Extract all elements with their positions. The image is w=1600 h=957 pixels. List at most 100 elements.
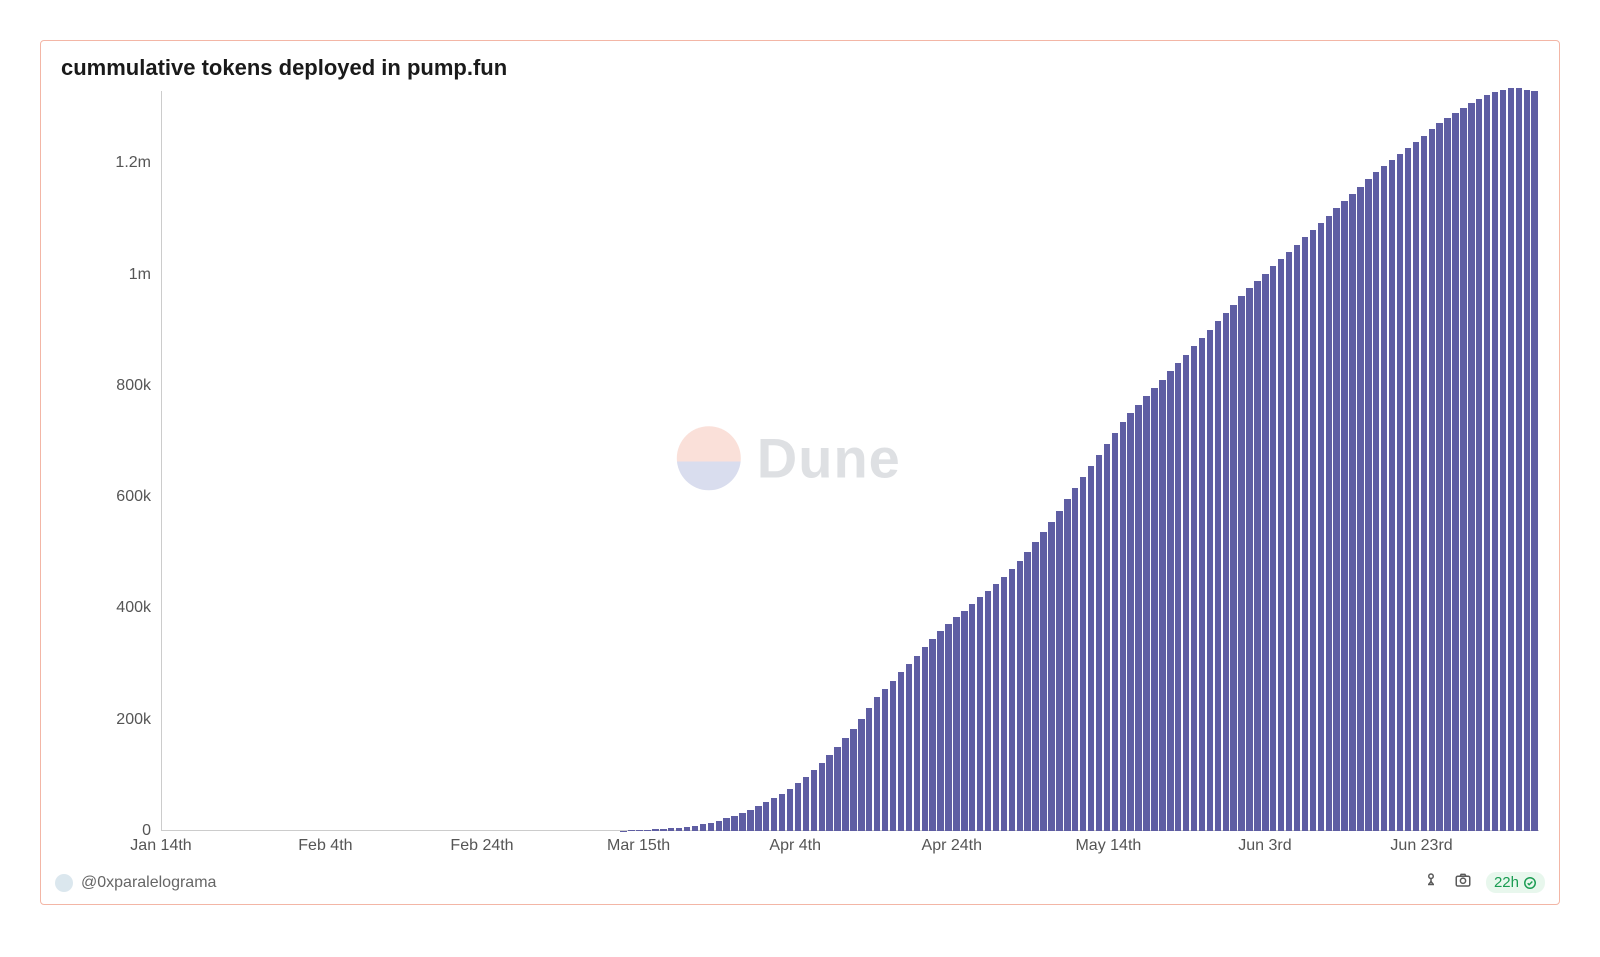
bar[interactable]: [1040, 532, 1046, 831]
bar[interactable]: [1183, 355, 1189, 831]
bar[interactable]: [787, 789, 793, 831]
bar[interactable]: [826, 755, 832, 831]
bar[interactable]: [1278, 259, 1284, 831]
bar[interactable]: [1056, 511, 1062, 831]
bar[interactable]: [945, 624, 951, 831]
bar[interactable]: [1104, 444, 1110, 831]
bar[interactable]: [1397, 154, 1403, 831]
bar[interactable]: [977, 597, 983, 831]
bar[interactable]: [819, 763, 825, 831]
bar[interactable]: [890, 681, 896, 831]
bar[interactable]: [1357, 187, 1363, 831]
bar[interactable]: [1254, 281, 1260, 831]
bar[interactable]: [898, 672, 904, 831]
bar[interactable]: [1120, 422, 1126, 832]
bar[interactable]: [1017, 561, 1023, 831]
bar[interactable]: [684, 827, 690, 831]
bar[interactable]: [1413, 142, 1419, 831]
bar[interactable]: [644, 830, 650, 831]
bar[interactable]: [660, 829, 666, 831]
bar[interactable]: [1531, 91, 1537, 831]
bar[interactable]: [1460, 108, 1466, 831]
bar[interactable]: [1064, 499, 1070, 831]
bar[interactable]: [1001, 577, 1007, 831]
bar[interactable]: [1302, 237, 1308, 831]
bar[interactable]: [803, 777, 809, 831]
bar[interactable]: [985, 591, 991, 831]
bar[interactable]: [1048, 522, 1054, 831]
bar[interactable]: [1421, 136, 1427, 831]
bar[interactable]: [747, 810, 753, 831]
bar[interactable]: [1159, 380, 1165, 831]
bar[interactable]: [1389, 160, 1395, 831]
bar[interactable]: [1524, 90, 1530, 831]
bar[interactable]: [834, 747, 840, 831]
bar[interactable]: [993, 584, 999, 831]
bar[interactable]: [1286, 252, 1292, 831]
bar[interactable]: [1024, 552, 1030, 831]
author-block[interactable]: @0xparalelograma: [55, 874, 216, 892]
bar[interactable]: [755, 806, 761, 831]
bar[interactable]: [1127, 413, 1133, 831]
bar[interactable]: [1032, 542, 1038, 831]
bar[interactable]: [1143, 396, 1149, 831]
bar[interactable]: [1207, 330, 1213, 831]
bar[interactable]: [1365, 179, 1371, 831]
bar[interactable]: [1373, 172, 1379, 831]
bar[interactable]: [1270, 266, 1276, 831]
bar[interactable]: [779, 794, 785, 831]
bar[interactable]: [1246, 288, 1252, 831]
bar[interactable]: [929, 639, 935, 831]
bar[interactable]: [795, 783, 801, 831]
bar[interactable]: [1326, 216, 1332, 831]
bar[interactable]: [676, 828, 682, 831]
bar[interactable]: [1436, 123, 1442, 831]
bar[interactable]: [1405, 148, 1411, 831]
bar[interactable]: [723, 818, 729, 831]
bar[interactable]: [811, 770, 817, 831]
bar[interactable]: [922, 647, 928, 831]
bar[interactable]: [652, 829, 658, 831]
bar[interactable]: [1238, 296, 1244, 831]
bar[interactable]: [1135, 405, 1141, 831]
bar[interactable]: [866, 708, 872, 831]
bar[interactable]: [692, 826, 698, 831]
bar[interactable]: [961, 611, 967, 831]
bar[interactable]: [1151, 388, 1157, 831]
bar[interactable]: [1381, 166, 1387, 831]
bar[interactable]: [1429, 129, 1435, 831]
bar[interactable]: [668, 828, 674, 831]
bar[interactable]: [771, 798, 777, 831]
bar[interactable]: [842, 738, 848, 831]
bar[interactable]: [628, 830, 634, 831]
bar[interactable]: [708, 823, 714, 831]
bar[interactable]: [1072, 488, 1078, 831]
bar[interactable]: [858, 719, 864, 831]
adjust-icon[interactable]: [1422, 871, 1440, 894]
bar[interactable]: [969, 604, 975, 831]
refresh-status-pill[interactable]: 22h: [1486, 872, 1545, 893]
bar[interactable]: [1009, 569, 1015, 831]
bar[interactable]: [1492, 92, 1498, 831]
bar[interactable]: [937, 631, 943, 831]
bar[interactable]: [1191, 346, 1197, 831]
bar[interactable]: [1318, 223, 1324, 831]
bar[interactable]: [1333, 208, 1339, 831]
bar[interactable]: [1096, 455, 1102, 831]
bar[interactable]: [1444, 118, 1450, 831]
bar[interactable]: [1452, 113, 1458, 831]
bar[interactable]: [739, 813, 745, 831]
bar[interactable]: [914, 656, 920, 831]
bar[interactable]: [850, 729, 856, 831]
bar[interactable]: [1341, 201, 1347, 831]
bar[interactable]: [1215, 321, 1221, 831]
bar[interactable]: [1175, 363, 1181, 831]
bar[interactable]: [1500, 90, 1506, 831]
bar[interactable]: [1230, 305, 1236, 831]
bar[interactable]: [1262, 274, 1268, 832]
bar[interactable]: [874, 697, 880, 831]
bar[interactable]: [1476, 99, 1482, 831]
bar[interactable]: [1310, 230, 1316, 831]
bar[interactable]: [953, 617, 959, 831]
bar[interactable]: [731, 816, 737, 831]
